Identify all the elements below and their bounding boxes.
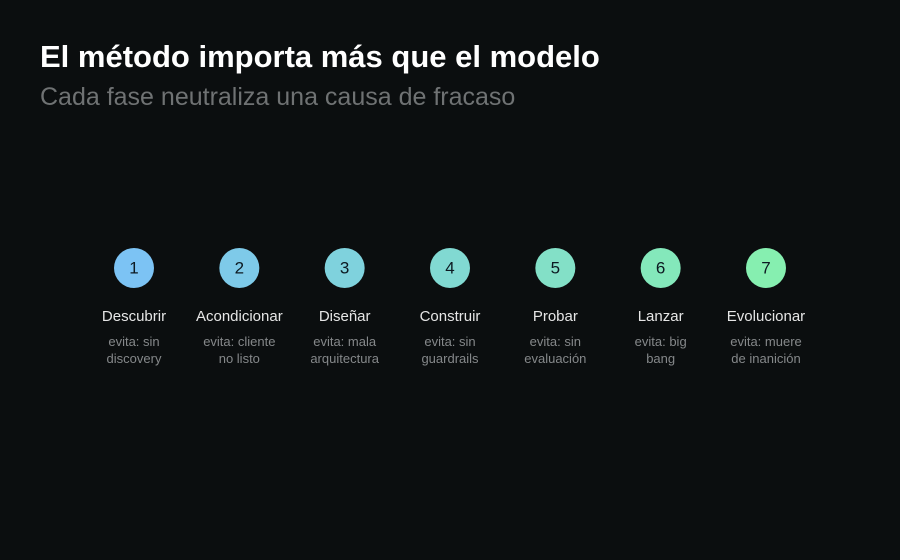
step-note: evaluación <box>524 351 586 366</box>
step-name: Acondicionar <box>196 308 283 325</box>
step-note: guardrails <box>421 351 479 366</box>
step-name: Probar <box>533 308 578 325</box>
step-note: evita: cliente <box>203 334 275 349</box>
step-note: evita: muere <box>730 334 802 349</box>
step-circle <box>219 248 260 288</box>
step-number: 3 <box>340 258 349 277</box>
title: El método importa más que el modelo <box>40 39 600 74</box>
step-circle <box>324 248 365 288</box>
step-note: evita: sin <box>108 334 159 349</box>
step-number: 7 <box>761 258 770 277</box>
step-circle <box>746 248 786 288</box>
step-note: evita: sin <box>530 334 581 349</box>
step-name: Construir <box>420 308 481 325</box>
step-name: Lanzar <box>638 308 684 325</box>
step-circle <box>114 248 154 288</box>
step-note: no listo <box>219 351 260 366</box>
step-note: discovery <box>107 351 162 366</box>
step-note: evita: mala <box>313 334 377 349</box>
step-note: arquitectura <box>310 351 379 366</box>
step-number: 5 <box>551 258 560 277</box>
step-number: 6 <box>656 258 665 277</box>
step-note: evita: sin <box>424 334 475 349</box>
step-circle <box>640 248 681 288</box>
step-name: Descubrir <box>102 308 166 325</box>
step-name: Diseñar <box>319 308 371 325</box>
timeline: 1 Descubrir evita: sin discovery 2 Acondicion… <box>102 248 805 366</box>
step-note: de inanición <box>731 351 800 366</box>
step-circle <box>430 248 470 288</box>
step-number: 2 <box>235 258 244 277</box>
step-note: bang <box>646 351 675 366</box>
subtitle: Cada fase neutraliza una causa de fracas… <box>40 83 515 111</box>
step-number: 4 <box>445 258 454 277</box>
step-circle <box>535 248 576 288</box>
step-number: 1 <box>129 258 138 277</box>
step-name: Evolucionar <box>727 308 805 325</box>
step-note: evita: big <box>635 334 687 349</box>
